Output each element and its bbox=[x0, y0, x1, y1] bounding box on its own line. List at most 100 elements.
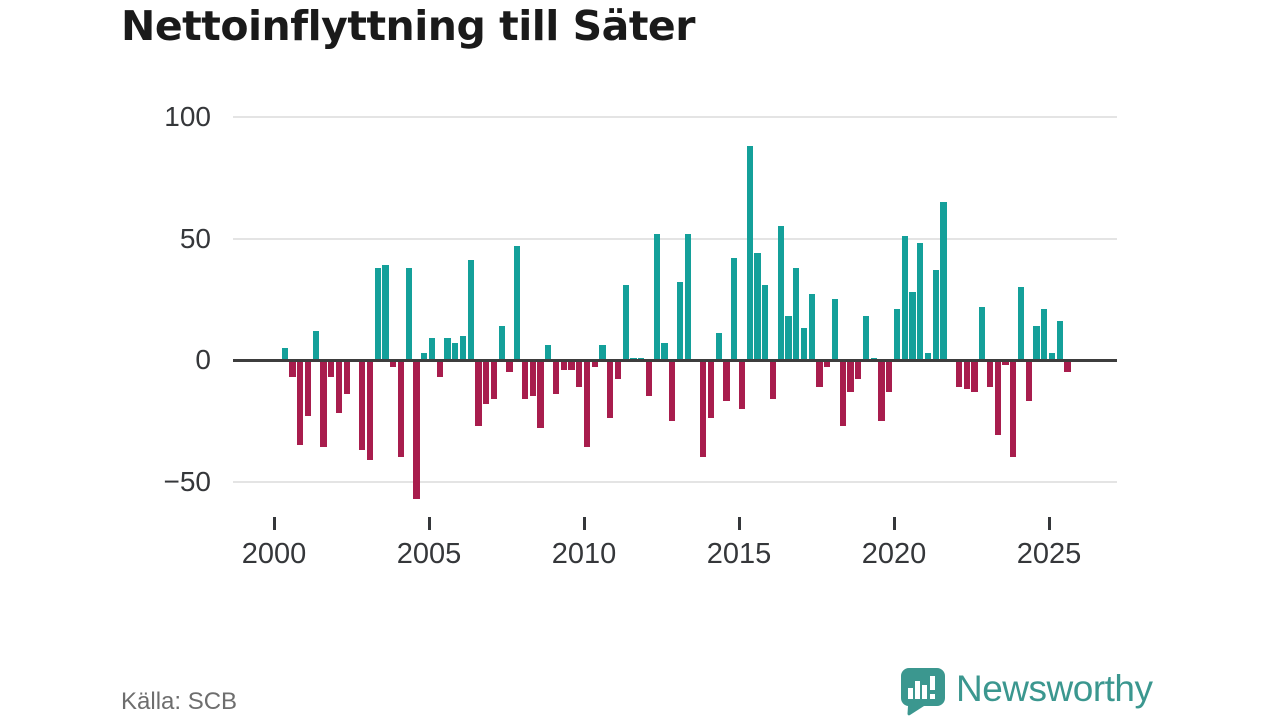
bar-positive bbox=[746, 146, 753, 360]
bar-negative bbox=[878, 360, 885, 421]
newsworthy-chart-bubble-icon bbox=[900, 668, 945, 716]
bar-positive bbox=[940, 202, 947, 360]
y-axis-tick-label: 0 bbox=[195, 344, 211, 375]
bar-negative bbox=[568, 360, 575, 370]
gridline bbox=[233, 237, 1117, 240]
bar-positive bbox=[893, 308, 901, 360]
bar-positive bbox=[599, 345, 606, 360]
bar-positive bbox=[661, 342, 668, 360]
bar-negative bbox=[1010, 360, 1017, 458]
bar-positive bbox=[452, 342, 459, 360]
bar-positive bbox=[312, 330, 319, 360]
newsworthy-wordmark: Newsworthy bbox=[956, 668, 1153, 709]
bar-negative bbox=[769, 360, 777, 399]
x-axis-tick-mark bbox=[737, 517, 741, 530]
bar-negative bbox=[521, 360, 529, 399]
bar-positive bbox=[862, 316, 870, 360]
bar-negative bbox=[723, 360, 730, 402]
bar-positive bbox=[498, 325, 505, 360]
bar-positive bbox=[545, 345, 552, 360]
bar-negative bbox=[738, 360, 746, 409]
bar-positive bbox=[777, 226, 784, 360]
x-axis-tick-label: 2010 bbox=[551, 538, 617, 570]
bar-negative bbox=[483, 360, 490, 404]
bar-positive bbox=[467, 260, 474, 360]
bar-positive bbox=[281, 347, 288, 360]
bar-positive bbox=[979, 306, 986, 360]
gridline bbox=[233, 480, 1117, 483]
bar-positive bbox=[715, 333, 722, 360]
x-axis-tick-label: 2015 bbox=[706, 538, 772, 570]
bar-positive bbox=[762, 284, 769, 360]
bar-positive bbox=[901, 236, 908, 360]
bar-positive bbox=[1017, 287, 1025, 360]
newsworthy-logo: Newsworthy bbox=[897, 664, 1159, 716]
bar-positive bbox=[421, 352, 428, 360]
bar-negative bbox=[328, 360, 335, 377]
bar-negative bbox=[390, 360, 397, 368]
bar-positive bbox=[793, 267, 800, 360]
bar-positive bbox=[405, 267, 412, 360]
x-axis-tick-label: 2005 bbox=[396, 538, 462, 570]
bar-positive bbox=[514, 245, 521, 360]
bar-negative bbox=[994, 360, 1001, 436]
bar-negative bbox=[506, 360, 513, 373]
bar-positive bbox=[924, 352, 932, 360]
bar-negative bbox=[366, 360, 374, 460]
bar-negative bbox=[343, 360, 350, 395]
bar-negative bbox=[824, 360, 831, 368]
bar-negative bbox=[886, 360, 893, 392]
x-axis-tick-mark bbox=[582, 517, 586, 530]
x-axis-tick-mark bbox=[892, 517, 896, 530]
y-axis-tick-label: 100 bbox=[164, 101, 211, 132]
bar-negative bbox=[1025, 360, 1032, 402]
source-label: Källa: SCB bbox=[121, 688, 238, 715]
bar-positive bbox=[1056, 321, 1063, 360]
bar-negative bbox=[1002, 360, 1009, 365]
x-axis-tick-label: 2020 bbox=[861, 538, 927, 570]
bar-negative bbox=[304, 360, 312, 416]
bar-negative bbox=[645, 360, 653, 397]
bar-negative bbox=[583, 360, 591, 448]
bar-positive bbox=[684, 233, 691, 360]
bar-negative bbox=[839, 360, 846, 426]
bar-positive bbox=[1048, 352, 1056, 360]
x-axis-tick-label: 2025 bbox=[1016, 538, 1082, 570]
bar-negative bbox=[289, 360, 296, 377]
bar-negative bbox=[490, 360, 498, 399]
bar-positive bbox=[653, 233, 660, 360]
bar-negative bbox=[955, 360, 963, 387]
bar-negative bbox=[335, 360, 343, 414]
bar-positive bbox=[382, 265, 389, 360]
bar-negative bbox=[707, 360, 715, 419]
bar-negative bbox=[614, 360, 622, 380]
bar-positive bbox=[754, 253, 761, 360]
y-axis-tick-label: 50 bbox=[179, 222, 211, 254]
bar-negative bbox=[700, 360, 707, 458]
bar-negative bbox=[413, 360, 420, 499]
x-axis-tick-mark bbox=[427, 517, 431, 530]
bar-positive bbox=[374, 267, 381, 360]
bar-negative bbox=[669, 360, 676, 421]
bar-negative bbox=[1064, 360, 1071, 373]
x-axis-tick-mark bbox=[1047, 517, 1051, 530]
bar-negative bbox=[576, 360, 583, 387]
bar-negative bbox=[971, 360, 978, 392]
bar-positive bbox=[800, 328, 808, 360]
bar-negative bbox=[397, 360, 405, 458]
bar-positive bbox=[428, 338, 436, 360]
bar-negative bbox=[320, 360, 327, 448]
bar-positive bbox=[785, 316, 792, 360]
bar-negative bbox=[359, 360, 366, 450]
bar-negative bbox=[475, 360, 482, 426]
bar-positive bbox=[676, 282, 684, 360]
bar-positive bbox=[831, 299, 839, 360]
bar-negative bbox=[607, 360, 614, 419]
bar-positive bbox=[917, 243, 924, 360]
bar-positive bbox=[622, 284, 629, 360]
y-axis-tick-label: −50 bbox=[163, 465, 212, 497]
bar-negative bbox=[297, 360, 304, 446]
bar-positive bbox=[731, 257, 738, 360]
bar-negative bbox=[537, 360, 544, 429]
